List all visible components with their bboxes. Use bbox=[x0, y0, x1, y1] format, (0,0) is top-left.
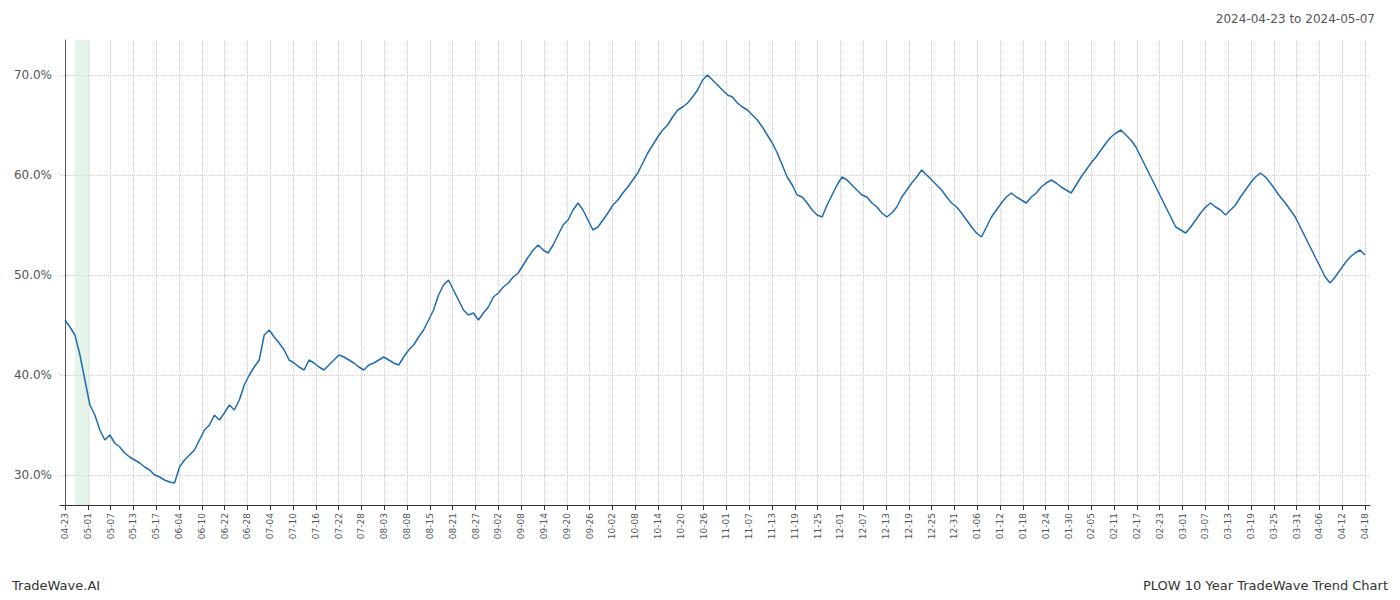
svg-text:05-13: 05-13 bbox=[128, 513, 138, 539]
svg-text:12-25: 12-25 bbox=[927, 513, 937, 539]
svg-text:02-11: 02-11 bbox=[1109, 513, 1119, 539]
svg-text:05-17: 05-17 bbox=[151, 513, 161, 539]
svg-text:09-02: 09-02 bbox=[493, 513, 503, 539]
svg-text:07-22: 07-22 bbox=[334, 513, 344, 539]
svg-text:04-23: 04-23 bbox=[60, 513, 70, 539]
svg-text:07-16: 07-16 bbox=[311, 513, 321, 539]
svg-text:05-07: 05-07 bbox=[106, 513, 116, 539]
svg-text:11-13: 11-13 bbox=[767, 513, 777, 539]
svg-text:11-19: 11-19 bbox=[790, 513, 800, 539]
svg-text:2024-04-23 to 2024-05-07: 2024-04-23 to 2024-05-07 bbox=[1216, 12, 1375, 26]
svg-text:12-07: 12-07 bbox=[858, 513, 868, 539]
svg-text:PLOW 10 Year TradeWave Trend C: PLOW 10 Year TradeWave Trend Chart bbox=[1143, 578, 1388, 593]
svg-text:12-31: 12-31 bbox=[949, 513, 959, 539]
svg-text:50.0%: 50.0% bbox=[14, 268, 52, 282]
svg-text:09-14: 09-14 bbox=[539, 513, 549, 539]
svg-text:12-19: 12-19 bbox=[904, 513, 914, 539]
svg-text:06-22: 06-22 bbox=[220, 513, 230, 539]
svg-text:03-31: 03-31 bbox=[1292, 513, 1302, 539]
svg-text:10-02: 10-02 bbox=[607, 513, 617, 539]
svg-text:11-07: 11-07 bbox=[744, 513, 754, 539]
svg-text:02-17: 02-17 bbox=[1132, 513, 1142, 539]
svg-text:08-08: 08-08 bbox=[402, 513, 412, 539]
svg-text:01-18: 01-18 bbox=[1018, 513, 1028, 539]
svg-text:07-28: 07-28 bbox=[356, 513, 366, 539]
svg-text:06-04: 06-04 bbox=[174, 513, 184, 539]
svg-text:08-03: 08-03 bbox=[379, 513, 389, 539]
svg-text:10-14: 10-14 bbox=[653, 513, 663, 539]
svg-text:04-18: 04-18 bbox=[1360, 513, 1370, 539]
svg-text:01-30: 01-30 bbox=[1064, 513, 1074, 539]
svg-text:04-12: 04-12 bbox=[1337, 513, 1347, 539]
svg-text:09-26: 09-26 bbox=[585, 513, 595, 539]
svg-text:04-06: 04-06 bbox=[1314, 513, 1324, 539]
svg-text:12-13: 12-13 bbox=[881, 513, 891, 539]
svg-text:08-27: 08-27 bbox=[471, 513, 481, 539]
svg-text:01-06: 01-06 bbox=[972, 513, 982, 539]
svg-text:60.0%: 60.0% bbox=[14, 168, 52, 182]
svg-text:30.0%: 30.0% bbox=[14, 468, 52, 482]
svg-text:10-26: 10-26 bbox=[699, 513, 709, 539]
svg-text:03-13: 03-13 bbox=[1223, 513, 1233, 539]
svg-text:03-07: 03-07 bbox=[1200, 513, 1210, 539]
svg-text:08-21: 08-21 bbox=[448, 513, 458, 539]
svg-text:06-28: 06-28 bbox=[242, 513, 252, 539]
svg-text:09-20: 09-20 bbox=[562, 513, 572, 539]
svg-text:11-25: 11-25 bbox=[813, 513, 823, 539]
svg-text:11-01: 11-01 bbox=[721, 513, 731, 539]
svg-text:10-08: 10-08 bbox=[630, 513, 640, 539]
svg-text:06-10: 06-10 bbox=[197, 513, 207, 539]
svg-text:12-01: 12-01 bbox=[835, 513, 845, 539]
svg-text:07-10: 07-10 bbox=[288, 513, 298, 539]
svg-text:09-08: 09-08 bbox=[516, 513, 526, 539]
svg-text:08-15: 08-15 bbox=[425, 513, 435, 539]
svg-text:07-04: 07-04 bbox=[265, 513, 275, 539]
svg-text:01-12: 01-12 bbox=[995, 513, 1005, 539]
svg-text:70.0%: 70.0% bbox=[14, 68, 52, 82]
svg-text:01-24: 01-24 bbox=[1041, 513, 1051, 539]
svg-text:TradeWave.AI: TradeWave.AI bbox=[11, 578, 100, 593]
svg-text:03-01: 03-01 bbox=[1178, 513, 1188, 539]
svg-text:40.0%: 40.0% bbox=[14, 368, 52, 382]
svg-text:10-20: 10-20 bbox=[676, 513, 686, 539]
svg-text:03-25: 03-25 bbox=[1269, 513, 1279, 539]
svg-text:02-05: 02-05 bbox=[1086, 513, 1096, 539]
svg-text:02-23: 02-23 bbox=[1155, 513, 1165, 539]
svg-text:03-19: 03-19 bbox=[1246, 513, 1256, 539]
svg-text:05-01: 05-01 bbox=[83, 513, 93, 539]
